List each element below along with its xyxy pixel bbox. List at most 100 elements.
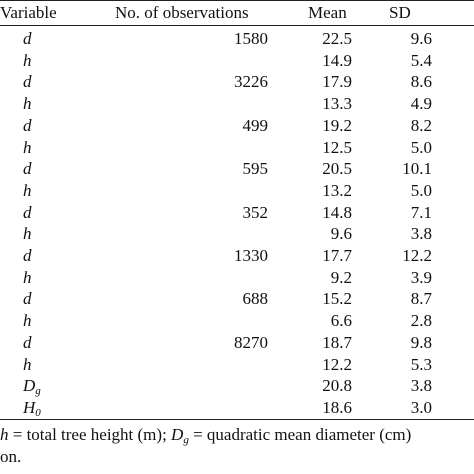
cell-mean: 18.6: [322, 397, 352, 417]
footnote-subscript: g: [183, 434, 189, 446]
cell-sd: 10.1: [402, 159, 432, 179]
footnote-line-1: h = total tree height (m); Dg = quadrati…: [0, 424, 474, 446]
cell-variable: d: [23, 288, 103, 310]
cell-mean: 17.7: [322, 246, 352, 265]
table-row: d 8270 18.7 9.8: [0, 332, 474, 354]
cell-variable: h: [23, 310, 103, 332]
cell-sd: 8.2: [410, 115, 432, 135]
cell-observations: 1580: [234, 29, 268, 48]
variable-symbol: d: [23, 159, 32, 179]
footnote-text-1: = total tree height (m);: [8, 425, 172, 444]
cell-sd: 8.6: [410, 72, 432, 92]
cell-variable: h: [23, 137, 103, 159]
variable-symbol: h: [23, 267, 32, 287]
cell-mean: 14.8: [322, 202, 352, 222]
table-row: d 688 15.2 8.7: [0, 288, 474, 310]
variable-symbol: d: [23, 246, 32, 265]
footnote-line-2: on.: [0, 447, 22, 466]
table-row: h 13.2 5.0: [0, 180, 474, 202]
cell-sd: 2.8: [410, 311, 432, 331]
variable-symbol: d: [23, 72, 32, 92]
cell-variable: h: [23, 354, 103, 376]
cell-sd: 3.8: [410, 376, 432, 396]
cell-observations: 499: [242, 115, 269, 135]
cell-mean: 9.2: [330, 267, 352, 287]
cell-sd: 5.3: [410, 354, 432, 374]
variable-symbol: h: [23, 311, 32, 331]
cell-sd: 4.9: [410, 94, 432, 114]
table-row: h 12.5 5.0: [0, 137, 474, 159]
cell-variable: d: [23, 245, 103, 267]
table-row: h 9.2 3.9: [0, 267, 474, 289]
table-row: d 595 20.5 10.1: [0, 158, 474, 180]
cell-observations: 688: [242, 289, 269, 309]
cell-observations: 8270: [234, 332, 268, 352]
cell-sd: 5.0: [410, 180, 432, 200]
cell-variable: d: [23, 332, 103, 354]
variable-symbol: h: [23, 50, 32, 70]
variable-symbol: h: [23, 137, 32, 157]
cell-mean: 6.6: [330, 311, 352, 331]
cell-variable: H0: [23, 397, 103, 419]
footnote-symbol-h: h: [0, 425, 9, 444]
table-row: H0 18.6 3.0: [0, 397, 474, 419]
table-footnote: h = total tree height (m); Dg = quadrati…: [0, 424, 474, 468]
cell-mean: 19.2: [322, 115, 352, 135]
header-rule: [0, 25, 474, 26]
cell-observations: 352: [242, 202, 269, 222]
cell-mean: 12.5: [322, 137, 352, 157]
footnote-symbol-d: D: [171, 425, 184, 444]
cell-variable: d: [23, 202, 103, 224]
variable-subscript: g: [35, 385, 41, 398]
cell-mean: 20.8: [322, 376, 352, 396]
variable-symbol: h: [23, 354, 32, 374]
cell-variable: h: [23, 267, 103, 289]
table-row: d 352 14.8 7.1: [0, 202, 474, 224]
cell-variable: d: [23, 115, 103, 137]
cell-variable: h: [23, 93, 103, 115]
cell-mean: 14.9: [322, 50, 352, 70]
variable-symbol: h: [23, 224, 32, 244]
cell-mean: 13.3: [322, 94, 352, 114]
cell-sd: 3.8: [410, 224, 432, 244]
table-row: Dg 20.8 3.8: [0, 375, 474, 397]
cell-mean: 13.2: [322, 180, 352, 200]
cell-observations: 1330: [234, 246, 268, 265]
table-row: h 6.6 2.8: [0, 310, 474, 332]
variable-symbol: H: [23, 397, 36, 417]
table-row: h 14.9 5.4: [0, 50, 474, 72]
bottom-rule: [0, 419, 474, 420]
variable-symbol: D: [23, 376, 36, 396]
table-row: d 1580 22.5 9.6: [0, 28, 474, 50]
cell-mean: 15.2: [322, 289, 352, 309]
cell-mean: 17.9: [322, 72, 352, 92]
variable-symbol: h: [23, 180, 32, 200]
table-row: h 9.6 3.8: [0, 223, 474, 245]
cell-mean: 22.5: [322, 29, 352, 48]
variable-symbol: d: [23, 115, 32, 135]
cell-sd: 7.1: [410, 202, 432, 222]
cell-observations: 3226: [234, 72, 268, 92]
cell-sd: 5.0: [410, 137, 432, 157]
table-row: h 13.3 4.9: [0, 93, 474, 115]
table-row: h 12.2 5.3: [0, 354, 474, 376]
cell-variable: d: [23, 158, 103, 180]
cell-sd: 5.4: [410, 50, 432, 70]
table-header-row: Variable No. of observations Mean SD: [0, 2, 474, 24]
cell-sd: 8.7: [410, 289, 432, 309]
footnote-text-2: = quadratic mean diameter (cm): [188, 425, 412, 444]
cell-variable: d: [23, 28, 103, 50]
table-row: d 1330 17.7 12.2: [0, 245, 474, 267]
cell-sd: 3.0: [410, 397, 432, 417]
cell-variable: Dg: [23, 375, 103, 397]
variable-symbol: d: [23, 289, 32, 309]
header-mean: Mean: [308, 3, 347, 22]
cell-sd: 12.2: [402, 246, 432, 265]
header-sd: SD: [389, 3, 411, 22]
header-variable: Variable: [0, 3, 57, 22]
table-row: d 499 19.2 8.2: [0, 115, 474, 137]
table-row: d 3226 17.9 8.6: [0, 71, 474, 93]
variable-symbol: h: [23, 94, 32, 114]
variable-symbol: d: [23, 332, 32, 352]
variable-subscript: 0: [35, 406, 41, 419]
